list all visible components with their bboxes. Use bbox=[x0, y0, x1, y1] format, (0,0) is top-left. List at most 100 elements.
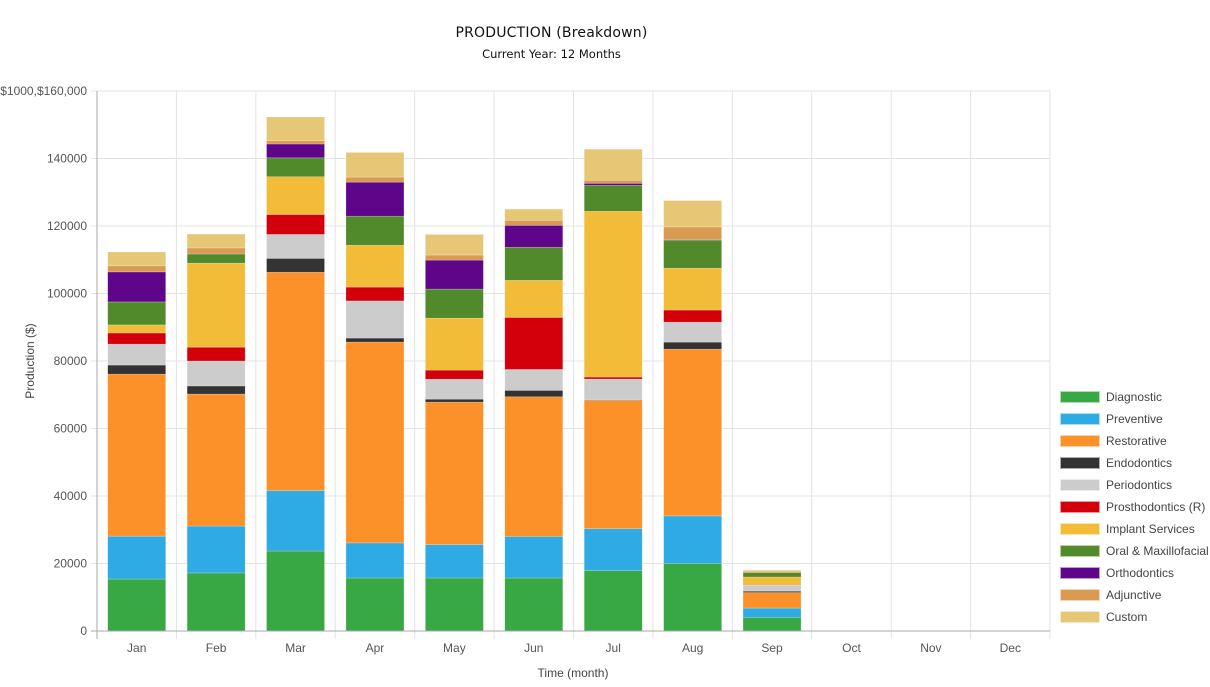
bar-segment-restorative[interactable] bbox=[425, 401, 484, 545]
bar-segment-diagnostic[interactable] bbox=[663, 563, 722, 632]
bar-segment-implant-services[interactable] bbox=[345, 244, 405, 288]
bar-segment-periodontics[interactable] bbox=[107, 343, 167, 366]
bar-segment-implant-services[interactable] bbox=[425, 317, 484, 371]
bar-segment-preventive[interactable] bbox=[266, 490, 325, 552]
bar-segment-implant-services[interactable] bbox=[186, 262, 246, 348]
bar-segment-prosthodontics-r[interactable] bbox=[107, 332, 167, 345]
bar-segment-periodontics[interactable] bbox=[425, 378, 484, 400]
bar-segment-periodontics[interactable] bbox=[742, 584, 802, 592]
bar-segment-adjunctive[interactable] bbox=[425, 254, 484, 261]
bar-segment-periodontics[interactable] bbox=[504, 369, 564, 391]
bar-segment-oral-maxillofacial[interactable] bbox=[107, 301, 167, 326]
bar-segment-custom[interactable] bbox=[504, 208, 564, 221]
bar-segment-diagnostic[interactable] bbox=[186, 572, 246, 632]
bar-segment-custom[interactable] bbox=[266, 116, 325, 141]
legend-item[interactable]: Prosthodontics (R) bbox=[1060, 496, 1209, 518]
legend-item[interactable]: Diagnostic bbox=[1060, 386, 1209, 408]
bar-segment-implant-services[interactable] bbox=[107, 324, 167, 334]
bar-segment-oral-maxillofacial[interactable] bbox=[583, 185, 643, 212]
bar-segment-diagnostic[interactable] bbox=[107, 578, 167, 632]
bar-segment-oral-maxillofacial[interactable] bbox=[186, 253, 246, 264]
bar-segment-prosthodontics-r[interactable] bbox=[266, 214, 325, 235]
bar-segment-adjunctive[interactable] bbox=[107, 265, 167, 273]
bar-segment-restorative[interactable] bbox=[742, 592, 802, 609]
bar-segment-orthodontics[interactable] bbox=[345, 181, 405, 217]
bar-segment-oral-maxillofacial[interactable] bbox=[504, 246, 564, 281]
bar-segment-custom[interactable] bbox=[425, 234, 484, 256]
bar-segment-preventive[interactable] bbox=[107, 535, 167, 580]
bar-segment-orthodontics[interactable] bbox=[266, 143, 325, 159]
bar-segment-periodontics[interactable] bbox=[266, 234, 325, 259]
bar-segment-adjunctive[interactable] bbox=[345, 176, 405, 183]
bar-segment-orthodontics[interactable] bbox=[107, 271, 167, 303]
bar-segment-implant-services[interactable] bbox=[742, 576, 802, 586]
bar-segment-custom[interactable] bbox=[345, 152, 405, 178]
bar-segment-custom[interactable] bbox=[186, 233, 246, 249]
bar-segment-endodontics[interactable] bbox=[266, 258, 325, 273]
bar-segment-orthodontics[interactable] bbox=[504, 225, 564, 248]
bar-segment-preventive[interactable] bbox=[583, 528, 643, 571]
bar-segment-endodontics[interactable] bbox=[583, 399, 643, 401]
bar-segment-endodontics[interactable] bbox=[186, 385, 246, 395]
bar-segment-prosthodontics-r[interactable] bbox=[504, 317, 564, 370]
bar-segment-restorative[interactable] bbox=[186, 393, 246, 527]
legend-item[interactable]: Preventive bbox=[1060, 408, 1209, 430]
bar-segment-endodontics[interactable] bbox=[663, 341, 722, 350]
legend-item[interactable]: Periodontics bbox=[1060, 474, 1209, 496]
bar-segment-adjunctive[interactable] bbox=[504, 219, 564, 226]
bar-segment-implant-services[interactable] bbox=[663, 267, 722, 311]
bar-segment-periodontics[interactable] bbox=[663, 321, 722, 343]
bar-segment-preventive[interactable] bbox=[504, 536, 564, 579]
bar-segment-oral-maxillofacial[interactable] bbox=[425, 288, 484, 319]
bar-segment-restorative[interactable] bbox=[583, 400, 643, 530]
bar-segment-custom[interactable] bbox=[583, 148, 643, 181]
bar-segment-prosthodontics-r[interactable] bbox=[583, 376, 643, 380]
bar-segment-custom[interactable] bbox=[107, 251, 167, 267]
bar-segment-prosthodontics-r[interactable] bbox=[425, 369, 484, 380]
bar-segment-adjunctive[interactable] bbox=[663, 226, 722, 240]
bar-segment-oral-maxillofacial[interactable] bbox=[663, 239, 722, 269]
bar-segment-orthodontics[interactable] bbox=[583, 183, 643, 186]
bar-segment-adjunctive[interactable] bbox=[266, 140, 325, 145]
legend-item[interactable]: Restorative bbox=[1060, 430, 1209, 452]
bar-segment-restorative[interactable] bbox=[107, 373, 167, 537]
bar-segment-oral-maxillofacial[interactable] bbox=[345, 215, 405, 246]
legend-item[interactable]: Endodontics bbox=[1060, 452, 1209, 474]
bar-segment-custom[interactable] bbox=[663, 200, 722, 228]
bar-segment-preventive[interactable] bbox=[425, 544, 484, 579]
bar-segment-adjunctive[interactable] bbox=[186, 247, 246, 255]
bar-segment-diagnostic[interactable] bbox=[504, 577, 564, 632]
legend-item[interactable]: Orthodontics bbox=[1060, 562, 1209, 584]
bar-segment-preventive[interactable] bbox=[663, 515, 722, 564]
bar-segment-preventive[interactable] bbox=[345, 542, 405, 579]
bar-segment-implant-services[interactable] bbox=[504, 280, 564, 318]
bar-segment-diagnostic[interactable] bbox=[425, 577, 484, 632]
bar-segment-prosthodontics-r[interactable] bbox=[186, 346, 246, 362]
bar-segment-diagnostic[interactable] bbox=[345, 577, 405, 632]
bar-segment-preventive[interactable] bbox=[186, 525, 246, 574]
bar-segment-oral-maxillofacial[interactable] bbox=[742, 572, 802, 578]
legend-item[interactable]: Implant Services bbox=[1060, 518, 1209, 540]
bar-segment-restorative[interactable] bbox=[504, 396, 564, 537]
bar-segment-implant-services[interactable] bbox=[583, 211, 643, 378]
legend-item[interactable]: Custom bbox=[1060, 606, 1209, 628]
bar-segment-periodontics[interactable] bbox=[345, 300, 405, 339]
bar-segment-endodontics[interactable] bbox=[107, 364, 167, 375]
bar-segment-custom[interactable] bbox=[742, 569, 802, 572]
bar-segment-implant-services[interactable] bbox=[266, 176, 325, 215]
bar-segment-restorative[interactable] bbox=[663, 348, 722, 517]
bar-segment-adjunctive[interactable] bbox=[583, 179, 643, 184]
bar-segment-diagnostic[interactable] bbox=[742, 617, 802, 632]
bar-segment-endodontics[interactable] bbox=[345, 337, 405, 343]
legend-item[interactable]: Adjunctive bbox=[1060, 584, 1209, 606]
bar-segment-endodontics[interactable] bbox=[425, 398, 484, 403]
bar-segment-orthodontics[interactable] bbox=[425, 259, 484, 290]
bar-segment-periodontics[interactable] bbox=[583, 378, 643, 401]
bar-segment-prosthodontics-r[interactable] bbox=[345, 286, 405, 302]
bar-segment-endodontics[interactable] bbox=[504, 390, 564, 398]
bar-segment-diagnostic[interactable] bbox=[583, 570, 643, 632]
bar-segment-restorative[interactable] bbox=[266, 271, 325, 491]
bar-segment-prosthodontics-r[interactable] bbox=[663, 309, 722, 323]
legend-item[interactable]: Oral & Maxillofacial bbox=[1060, 540, 1209, 562]
bar-segment-preventive[interactable] bbox=[742, 607, 802, 618]
